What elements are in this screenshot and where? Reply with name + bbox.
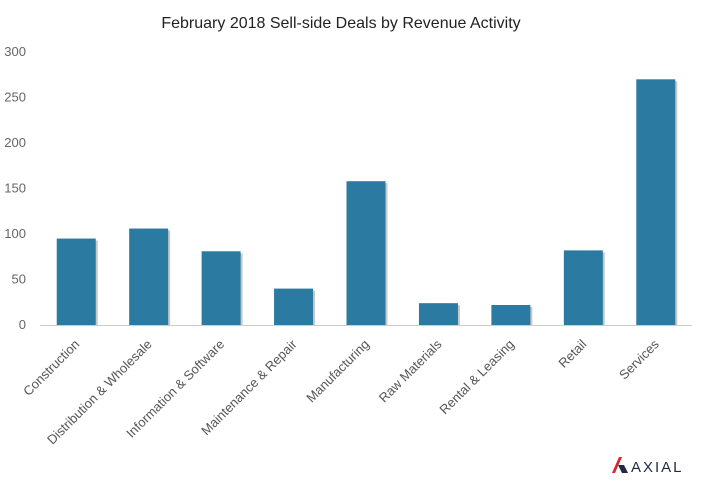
axial-logo: AXIAL — [612, 457, 684, 476]
y-tick-label: 50 — [12, 272, 26, 287]
axial-logo-icon — [612, 457, 628, 473]
axial-logo-text: AXIAL — [631, 459, 684, 476]
bar — [56, 238, 96, 325]
bar — [201, 251, 241, 325]
x-tick-label: Retail — [555, 336, 589, 370]
x-tick-label: Construction — [20, 337, 82, 399]
x-tick-label: Manufacturing — [303, 337, 372, 406]
x-tick-label: Raw Materials — [376, 336, 445, 405]
y-tick-label: 250 — [4, 90, 26, 105]
chart-title: February 2018 Sell-side Deals by Revenue… — [161, 15, 520, 32]
bar — [418, 303, 458, 325]
bar — [274, 288, 314, 325]
bars-group — [56, 79, 678, 325]
x-tick-label: Rental & Leasing — [436, 337, 517, 418]
bar — [346, 181, 386, 325]
y-tick-label: 200 — [4, 135, 26, 150]
bar — [636, 79, 676, 325]
y-tick-label: 100 — [4, 226, 26, 241]
bar — [491, 304, 531, 325]
y-axis: 0 50 100 150 200 250 300 — [4, 44, 26, 332]
y-tick-label: 300 — [4, 44, 26, 59]
bar — [129, 228, 169, 325]
y-tick-label: 150 — [4, 181, 26, 196]
bar — [563, 250, 603, 325]
x-tick-label: Services — [616, 336, 662, 382]
y-tick-label: 0 — [19, 317, 26, 332]
